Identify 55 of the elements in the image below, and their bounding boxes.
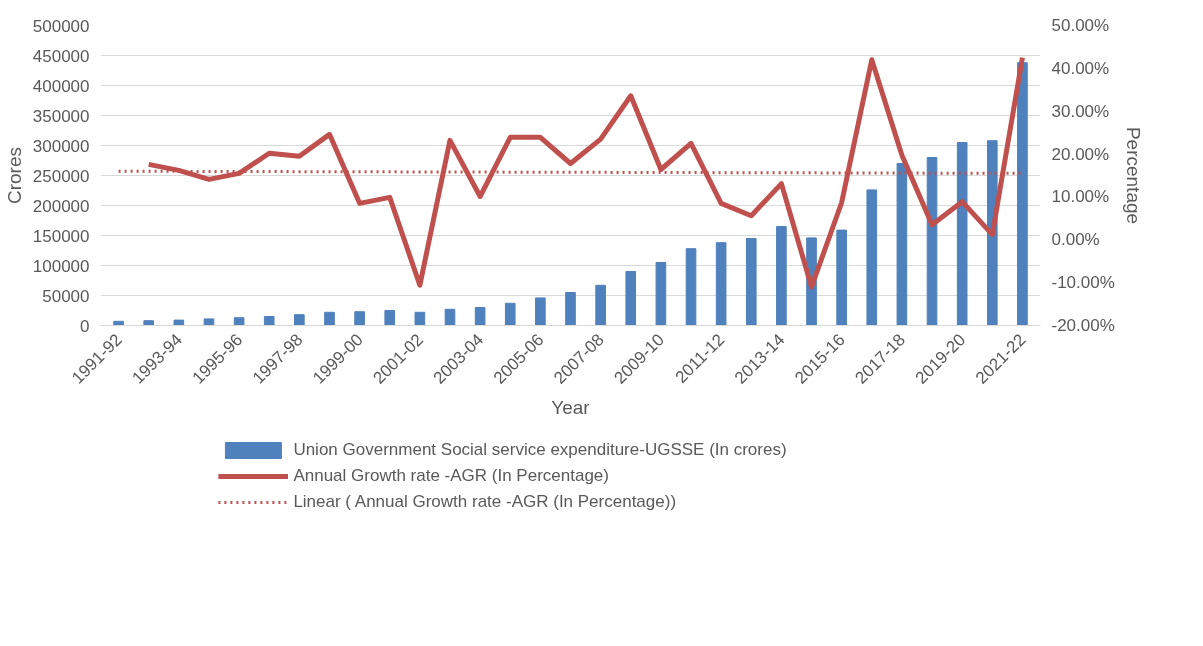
y2-axis-title: Percentage (1122, 126, 1144, 225)
y-tick-label: 100000 (32, 256, 90, 276)
y-tick-label: 150000 (32, 226, 90, 246)
bar (113, 320, 124, 326)
bar (143, 320, 155, 326)
y-tick-label: 350000 (32, 106, 90, 126)
y2-tick-label: -10.00% (1051, 273, 1115, 293)
y2-tick-label: 20.00% (1051, 144, 1110, 164)
bar (444, 308, 456, 326)
y2-tick-label: 10.00% (1051, 187, 1110, 207)
y-tick-label: 0 (80, 316, 90, 336)
bar (565, 292, 576, 326)
y-tick-label: 450000 (32, 46, 90, 66)
bar (474, 307, 486, 326)
y2-tick-label: 50.00% (1051, 16, 1110, 35)
bar (203, 318, 215, 326)
bar (956, 142, 968, 326)
bar (745, 238, 757, 326)
bar (294, 314, 305, 326)
bar (535, 297, 546, 326)
bar (504, 302, 516, 326)
legend-label: Annual Growth rate -AGR (In Percentage) (293, 466, 609, 486)
bar (986, 140, 998, 326)
y2-tick-label: 30.00% (1051, 101, 1110, 121)
y-tick-label: 400000 (32, 76, 90, 96)
bar (896, 163, 908, 326)
bar (685, 248, 697, 326)
bar (414, 311, 426, 326)
bar (655, 262, 667, 326)
legend-label: Union Government Social service expenditure-UGSSE (In crores) (293, 440, 787, 460)
bar (715, 242, 727, 326)
y-tick-label: 200000 (32, 196, 90, 216)
y-tick-label: 250000 (32, 166, 90, 186)
x-axis-title: Year (551, 397, 591, 419)
bar (866, 189, 878, 326)
y2-tick-label: 0.00% (1051, 230, 1100, 250)
bar (836, 229, 847, 326)
bar (354, 311, 365, 326)
bar (324, 311, 335, 326)
bar (926, 157, 938, 326)
y-tick-label: 50000 (42, 286, 90, 306)
bar (233, 317, 245, 326)
bar (263, 316, 275, 326)
bar (625, 271, 637, 326)
y-axis-title: Crores (3, 146, 25, 204)
bar (595, 284, 606, 326)
bar (173, 319, 185, 326)
bar (384, 310, 396, 326)
legend-label: Linear ( Annual Growth rate -AGR (In Percentage)) (293, 492, 677, 512)
y2-tick-label: -20.00% (1051, 316, 1115, 335)
bar (776, 226, 787, 326)
y-tick-label: 300000 (32, 136, 90, 156)
bar (1017, 62, 1028, 326)
y2-tick-label: 40.00% (1051, 58, 1110, 78)
y-tick-label: 500000 (32, 16, 90, 36)
